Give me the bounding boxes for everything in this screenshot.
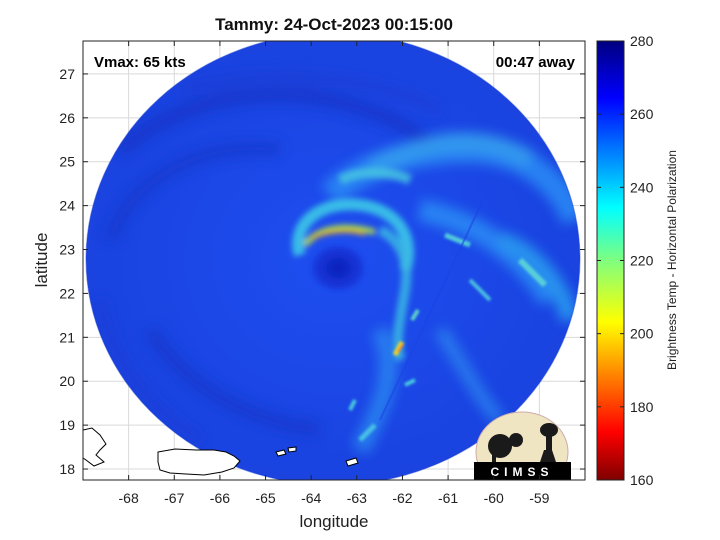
y-tick-label: 18 (59, 461, 75, 477)
x-axis-label: longitude (299, 512, 368, 531)
y-tick-label: 27 (59, 66, 75, 82)
y-tick-label: 23 (59, 242, 75, 258)
colorbar-tick-label: 220 (630, 253, 654, 269)
longitude-ticks: -68 -67 -66 -65 -64 -63 -62 -61 -60 -59 (119, 41, 550, 506)
y-tick-label: 21 (59, 329, 75, 345)
hispaniola-coastline (83, 427, 107, 467)
y-tick-label: 26 (59, 110, 75, 126)
x-tick-label: -59 (529, 490, 549, 506)
x-tick-label: -65 (255, 490, 275, 506)
y-tick-label: 20 (59, 373, 75, 389)
y-tick-label: 25 (59, 154, 75, 170)
chart-title: Tammy: 24-Oct-2023 00:15:00 (215, 15, 453, 34)
x-tick-label: -68 (119, 490, 139, 506)
microwave-swath-image (85, 41, 581, 480)
virgin-islands-coastline (275, 446, 297, 457)
y-axis-label: latitude (32, 233, 51, 288)
colorbar-tick-label: 260 (630, 106, 654, 122)
st-croix-coastline (345, 457, 359, 467)
colorbar-label: Brightness Temp - Horizontal Polarizatio… (665, 150, 679, 370)
map-axes-frame (82, 40, 586, 481)
x-tick-label: -64 (301, 490, 321, 506)
x-tick-label: -62 (392, 490, 412, 506)
cimss-logo: CIMSS (474, 411, 571, 480)
y-tick-label: 19 (59, 417, 75, 433)
colorbar-tick-label: 200 (630, 326, 654, 342)
colorbar-tick-label: 240 (630, 179, 654, 195)
y-tick-label: 22 (59, 285, 75, 301)
colorbar-ticks: 160 180 200 220 240 260 280 (597, 33, 654, 488)
x-tick-label: -63 (347, 490, 367, 506)
colorbar-tick-label: 280 (630, 33, 654, 49)
coastlines (83, 427, 359, 476)
y-tick-label: 24 (59, 198, 75, 214)
x-tick-label: -60 (484, 490, 504, 506)
vmax-label: Vmax: 65 kts (94, 54, 186, 71)
puerto-rico-coastline (157, 448, 241, 476)
latitude-ticks: 18 19 20 21 22 23 24 25 26 27 (59, 66, 585, 477)
time-offset-label: 00:47 away (496, 54, 576, 71)
x-tick-label: -67 (164, 490, 184, 506)
colorbar (596, 40, 625, 481)
colorbar-tick-label: 180 (630, 399, 654, 415)
cimss-logo-text: CIMSS (490, 465, 553, 479)
x-tick-label: -66 (210, 490, 230, 506)
colorbar-tick-label: 160 (630, 472, 654, 488)
x-tick-label: -61 (438, 490, 458, 506)
